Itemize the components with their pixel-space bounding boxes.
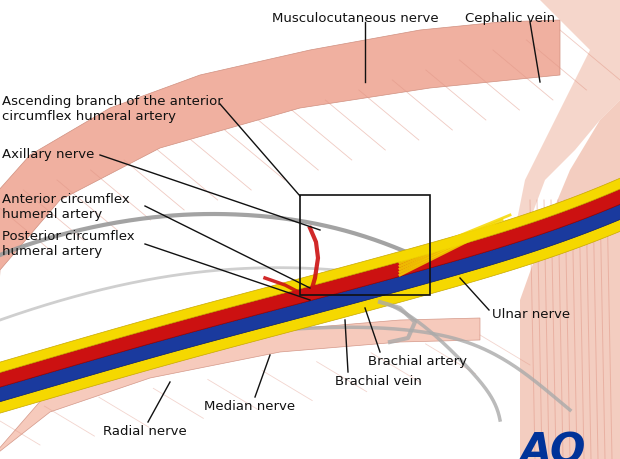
Text: Brachial artery: Brachial artery (368, 355, 467, 368)
Polygon shape (0, 187, 620, 390)
Polygon shape (0, 213, 620, 414)
Text: humeral artery: humeral artery (2, 245, 102, 258)
Text: Cephalic vein: Cephalic vein (465, 12, 555, 25)
Text: Ascending branch of the anterior: Ascending branch of the anterior (2, 95, 223, 108)
Text: Anterior circumflex: Anterior circumflex (2, 193, 130, 206)
Text: Musculocutaneous nerve: Musculocutaneous nerve (272, 12, 438, 25)
Text: Brachial vein: Brachial vein (335, 375, 422, 388)
Text: Radial nerve: Radial nerve (103, 425, 187, 438)
Polygon shape (0, 200, 620, 403)
Text: AO: AO (520, 430, 587, 459)
Bar (300, 195, 430, 295)
Polygon shape (515, 0, 620, 250)
Text: humeral artery: humeral artery (2, 208, 102, 221)
Text: Posterior circumflex: Posterior circumflex (2, 230, 135, 243)
Text: circumflex humeral artery: circumflex humeral artery (2, 110, 176, 123)
Text: Axillary nerve: Axillary nerve (2, 148, 94, 161)
Polygon shape (0, 178, 620, 376)
Polygon shape (520, 100, 620, 459)
Text: Median nerve: Median nerve (205, 400, 296, 413)
Text: Ulnar nerve: Ulnar nerve (492, 308, 570, 321)
Polygon shape (0, 318, 480, 459)
Polygon shape (0, 20, 560, 450)
